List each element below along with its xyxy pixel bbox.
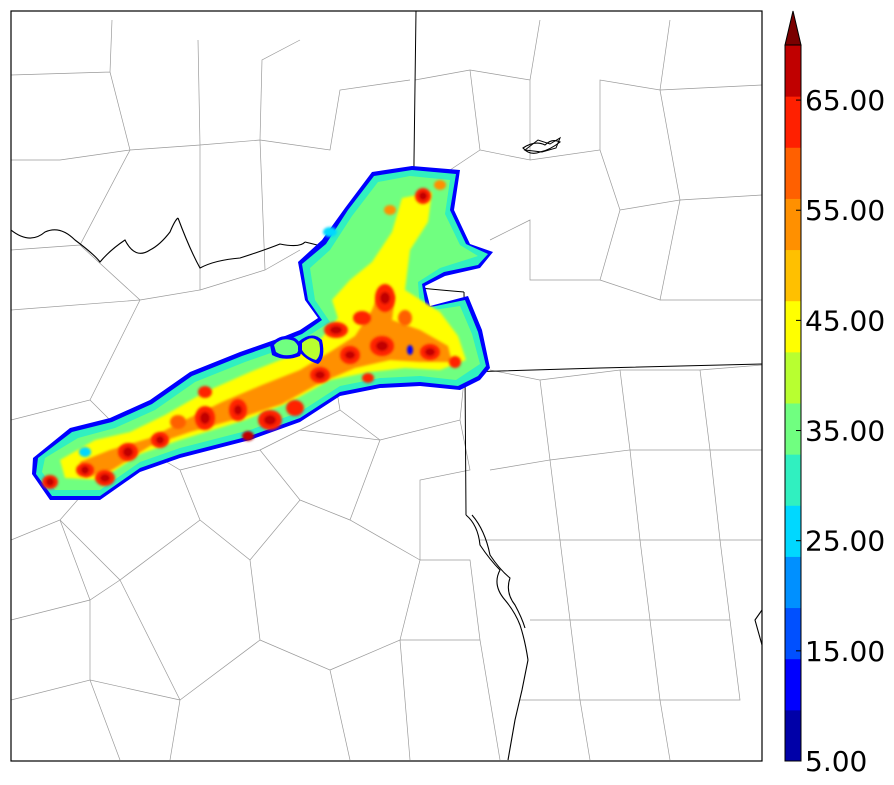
colorbar-tick-label: 5.00 <box>805 745 867 778</box>
colorbar-segment <box>785 351 801 404</box>
colorbar-segment <box>785 658 801 711</box>
colorbar-tick-label: 35.00 <box>805 415 885 448</box>
colorbar-segment <box>785 556 801 609</box>
colorbar-extend-arrow <box>784 10 802 46</box>
swath-orange <box>80 290 452 478</box>
colorbar-segment <box>785 709 801 762</box>
colorbar-segment <box>785 249 801 302</box>
colorbar-segment <box>785 198 801 251</box>
colorbar-segment <box>785 147 801 199</box>
rivers <box>11 139 762 761</box>
lake-outline <box>523 136 562 153</box>
reflectivity-swath <box>32 166 493 500</box>
colorbar-tick-label: 45.00 <box>805 304 885 337</box>
map-frame <box>10 10 763 762</box>
colorbar-tick-label: 65.00 <box>805 84 885 117</box>
colorbar-tick-label: 15.00 <box>805 635 885 668</box>
detached-cells <box>270 335 324 364</box>
colorbar-segment <box>785 454 801 506</box>
reflectivity-cores <box>42 180 461 489</box>
colorbar: 5.00 15.00 25.00 35.00 45.00 55.00 65.00 <box>784 10 885 778</box>
colorbar-segment <box>785 403 801 455</box>
map-panel <box>11 11 762 761</box>
colorbar-tick-label: 55.00 <box>805 194 885 227</box>
colorbar-frame <box>784 44 802 762</box>
colorbar-segment <box>785 45 801 97</box>
colorbar-segment <box>785 607 801 660</box>
colorbar-segment <box>785 505 801 557</box>
swath-green <box>42 176 480 490</box>
colorbar-segment <box>785 300 801 353</box>
colorbar-segment <box>785 96 801 148</box>
colorbar-tick-label: 25.00 <box>805 525 885 558</box>
